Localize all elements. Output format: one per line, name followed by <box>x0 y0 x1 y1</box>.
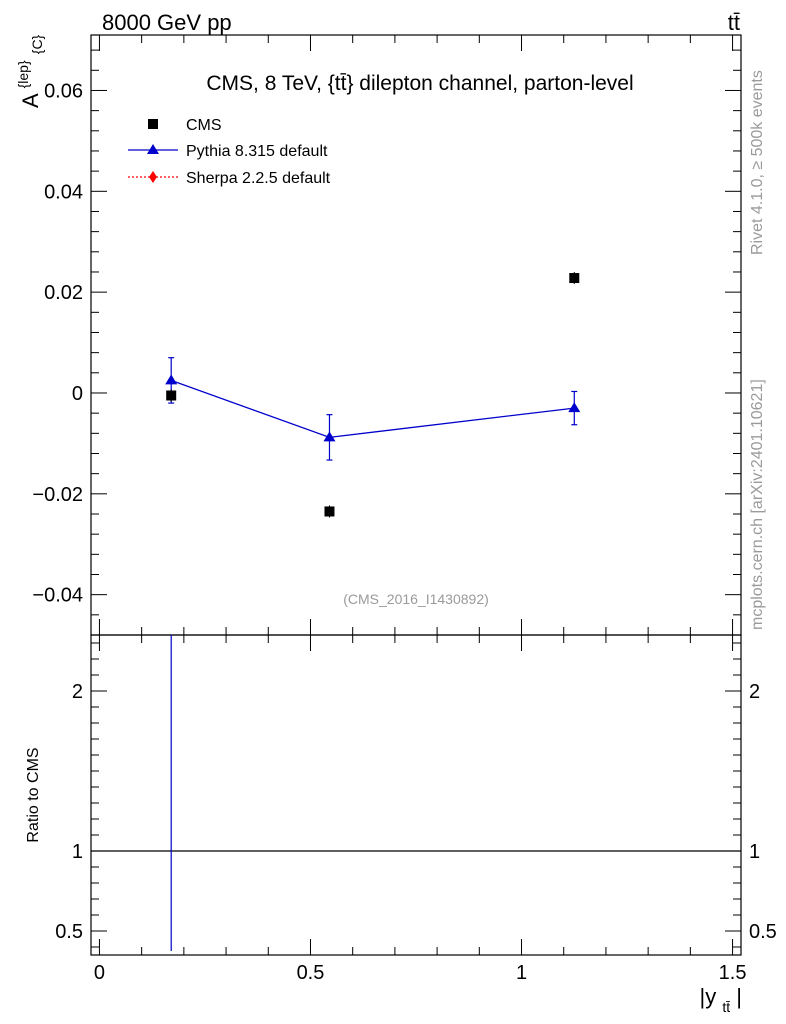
ratio-y-tick-label-right: 1 <box>749 841 760 863</box>
ratio-y-tick-label-right: 0.5 <box>749 921 777 943</box>
legend-marker-pythia <box>147 144 159 154</box>
x-axis-label-end: | <box>736 984 742 1009</box>
x-tick-label: 0 <box>94 962 105 984</box>
cms-point <box>324 506 335 517</box>
pythia-point <box>323 431 336 442</box>
ratio-axis-label: Ratio to CMS <box>25 747 42 842</box>
ratio-y-tick-label-left: 0.5 <box>55 921 83 943</box>
ratio-data-series <box>91 635 741 951</box>
mcplots-label: mcplots.cern.ch [arXiv:2401.10621] <box>749 379 766 630</box>
main-y-tick-label: 0 <box>72 383 83 405</box>
y-axis-label-sup: {lep} <box>15 60 31 88</box>
ratio-panel-frame <box>90 634 742 956</box>
pythia-line <box>170 379 575 439</box>
main-data-series <box>165 271 581 518</box>
header-process-label: tt̄ <box>728 10 740 35</box>
main-plot-title: CMS, 8 TeV, {tt̄} dilepton channel, part… <box>206 72 633 95</box>
main-y-tick-label: −0.02 <box>32 484 83 506</box>
cms-point <box>166 390 177 401</box>
x-axis-label-sub: tt̄ <box>722 999 730 1015</box>
analysis-watermark: (CMS_2016_I1430892) <box>343 591 489 607</box>
rivet-version-label: Rivet 4.1.0, ≥ 500k events <box>749 70 766 255</box>
main-y-tick-label: 0.06 <box>44 80 83 102</box>
legend-label-cms: CMS <box>186 117 222 134</box>
ratio-y-tick-label-right: 2 <box>749 681 760 703</box>
legend-marker-cms <box>148 119 158 129</box>
main-x-ticks <box>98 35 734 635</box>
legend: CMS Pythia 8.315 default Sherpa 2.2.5 de… <box>128 117 331 187</box>
x-tick-label: 0.5 <box>297 962 325 984</box>
x-axis-label-main: |y <box>700 984 717 1009</box>
cms-point <box>569 273 580 284</box>
main-y-ticks: 0.06 0.04 0.02 0 −0.02 −0.04 <box>32 49 741 636</box>
y-axis-label: A {lep} {C} <box>8 34 45 108</box>
ratio-x-ticks: 0 0.5 1 1.5 <box>94 635 747 984</box>
main-y-tick-label: 0.04 <box>44 181 83 203</box>
x-axis-label: |y tt̄ | <box>700 984 742 1017</box>
ratio-y-ticks: 2 2 1 1 0.5 0.5 <box>55 642 777 948</box>
ratio-y-tick-label-left: 2 <box>72 681 83 703</box>
y-axis-label-main: A <box>18 93 43 108</box>
ratio-panel: 2 2 1 1 0.5 0.5 0 0.5 1 1.5 Ratio to CMS |y tt̄ … <box>25 634 777 1017</box>
legend-label-sherpa: Sherpa 2.2.5 default <box>186 170 331 187</box>
y-axis-label-sub: {C} <box>29 34 45 54</box>
x-tick-label: 1.5 <box>719 962 747 984</box>
header-energy-label: 8000 GeV pp <box>102 10 232 35</box>
pythia-point <box>568 402 581 413</box>
legend-marker-sherpa <box>149 171 157 183</box>
main-y-tick-label: 0.02 <box>44 282 83 304</box>
main-y-tick-label: −0.04 <box>32 585 83 607</box>
legend-label-pythia: Pythia 8.315 default <box>186 143 328 160</box>
pythia-point <box>165 374 178 385</box>
x-tick-label: 1 <box>516 962 527 984</box>
main-panel: 0.06 0.04 0.02 0 −0.02 −0.04 CMS, 8 TeV, {tt̄… <box>8 34 742 636</box>
ratio-y-tick-label-left: 1 <box>72 841 83 863</box>
